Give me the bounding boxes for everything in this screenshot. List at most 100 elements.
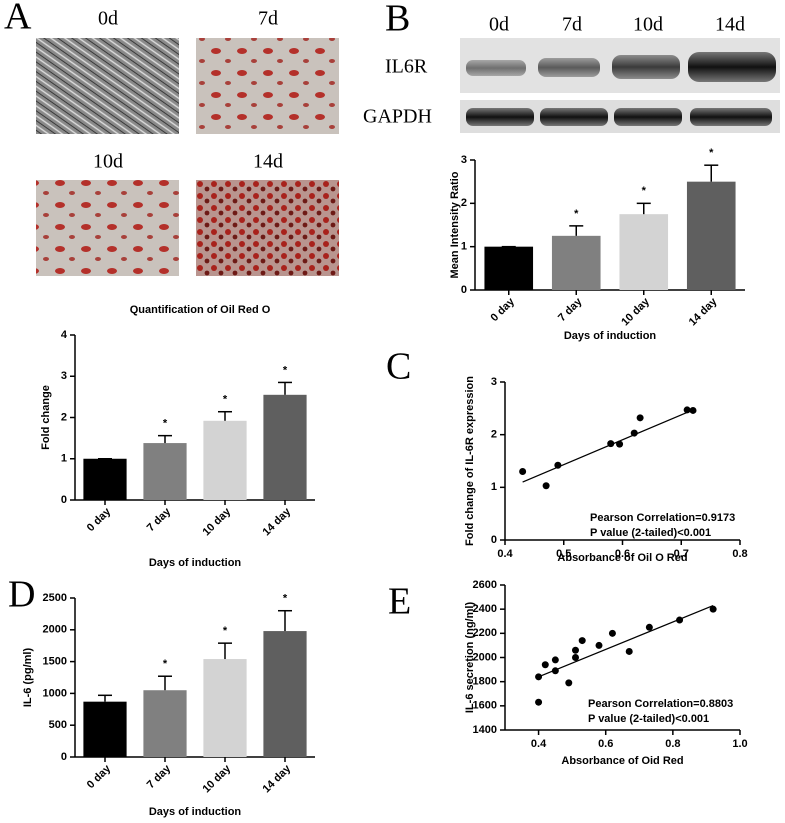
y-axis-label: Mean Intensity Ratio	[449, 171, 461, 278]
lane-label: 7d	[562, 14, 582, 36]
significance-marker: *	[223, 394, 228, 406]
x-tick-label: 0.8	[665, 738, 680, 750]
x-tick-label: 10 day	[200, 762, 233, 795]
x-tick-label: 1.0	[732, 738, 747, 750]
bar	[484, 246, 534, 290]
bar	[143, 443, 187, 500]
micrograph	[36, 180, 179, 276]
chart-title: Quantification of Oil Red O	[130, 304, 271, 316]
bar	[619, 214, 669, 290]
point	[551, 667, 559, 675]
x-tick-label: 7 day	[145, 505, 174, 534]
x-tick-label: 14 day	[260, 762, 293, 795]
y-axis-label: Fold change	[40, 385, 52, 450]
x-axis-label: Absorbance of Oid Red	[561, 755, 683, 767]
x-axis-label: Days of induction	[564, 330, 657, 342]
point	[616, 440, 624, 448]
point	[541, 661, 549, 669]
x-tick-label: 7 day	[145, 762, 174, 791]
annotation: Pearson Correlation=0.8803	[588, 698, 733, 710]
y-tick-label: 1	[461, 241, 467, 253]
point	[551, 656, 559, 664]
y-tick-label: 2000	[43, 624, 67, 636]
x-tick-label: 0.4	[531, 738, 547, 750]
annotation: P value (2-tailed)<0.001	[588, 713, 709, 725]
micrograph	[36, 38, 179, 134]
annotation: Pearson Correlation=0.9173	[590, 512, 735, 524]
x-tick-label: 0.5	[556, 548, 571, 560]
x-axis-label: Days of induction	[149, 806, 242, 818]
point	[519, 468, 527, 476]
point	[578, 637, 586, 645]
y-tick-label: 3	[61, 370, 67, 382]
x-tick-label: 0.6	[615, 548, 630, 560]
bar	[551, 235, 601, 290]
micrograph	[196, 38, 339, 134]
blot-band	[690, 108, 772, 126]
y-tick-label: 1	[491, 481, 497, 493]
y-tick-label: 0	[491, 534, 497, 546]
significance-marker: *	[283, 593, 288, 605]
panel-letters: A B C D E	[4, 0, 411, 623]
bar	[203, 420, 247, 500]
significance-marker: *	[709, 147, 714, 159]
image-label: 0d	[98, 8, 118, 30]
bar	[263, 631, 307, 757]
blot-band	[614, 108, 682, 126]
y-tick-label: 1600	[473, 700, 497, 712]
image-label: 10d	[93, 151, 123, 173]
y-tick-label: 0	[61, 751, 67, 763]
point	[645, 623, 653, 631]
chart: 0 1 2 3 4 Quantification of Oil Red O Days of …	[40, 304, 315, 569]
point	[625, 647, 633, 655]
y-tick-label: 2500	[43, 592, 67, 604]
point	[689, 406, 697, 414]
point	[572, 646, 579, 654]
point	[608, 629, 616, 637]
x-tick-label: 14 day	[260, 505, 293, 538]
point	[565, 679, 573, 687]
y-tick-label: 1800	[473, 676, 497, 688]
y-tick-label: 1400	[473, 724, 497, 736]
annotation: P value (2-tailed)<0.001	[590, 527, 711, 539]
significance-marker: *	[283, 364, 288, 376]
panel-letter: B	[385, 0, 410, 40]
y-axis-label: IL-6 (pg/ml)	[22, 648, 34, 708]
bar	[686, 181, 736, 290]
significance-marker: *	[223, 625, 228, 637]
x-tick-label: 14 day	[687, 295, 720, 328]
point	[542, 482, 550, 490]
chart: 0 500 1000 1500 2000 2500 Days of induction IL-…	[22, 592, 315, 818]
point	[630, 429, 638, 437]
fit-line	[538, 604, 714, 678]
blot-band	[540, 108, 608, 126]
y-tick-label: 3	[491, 376, 497, 388]
x-axis-label: Absorbance of Oil O Red	[557, 552, 687, 564]
chart: 1400 1600 1800 2000 2200 2400 2600 Absorbance o…	[464, 579, 748, 767]
row-label: GAPDH	[363, 106, 432, 128]
bar	[203, 659, 247, 757]
point	[636, 414, 644, 422]
x-tick-label: 0.8	[732, 548, 747, 560]
point	[595, 641, 603, 649]
panel-letter: E	[388, 581, 411, 623]
significance-marker: *	[163, 418, 168, 430]
x-tick-label: 7 day	[556, 295, 585, 324]
point	[535, 698, 543, 706]
chart: 0 1 2 3 Days of induction Mean Intensity Rati…	[449, 147, 745, 342]
y-tick-label: 2	[461, 197, 467, 209]
y-tick-label: 0	[461, 284, 467, 296]
lane-label: 0d	[489, 14, 509, 36]
y-tick-label: 2	[491, 429, 497, 441]
panel-letter: D	[8, 574, 35, 616]
blot-band	[538, 58, 600, 77]
y-axis-label: Fold change of IL-6R expression	[464, 376, 476, 546]
bar	[83, 458, 127, 500]
panel-letter: A	[4, 0, 32, 38]
point	[535, 673, 543, 681]
micrograph	[196, 180, 339, 276]
x-tick-label: 0.4	[497, 548, 513, 560]
image-label: 14d	[253, 151, 283, 173]
y-tick-label: 2200	[473, 627, 497, 639]
y-tick-label: 2400	[473, 603, 497, 615]
